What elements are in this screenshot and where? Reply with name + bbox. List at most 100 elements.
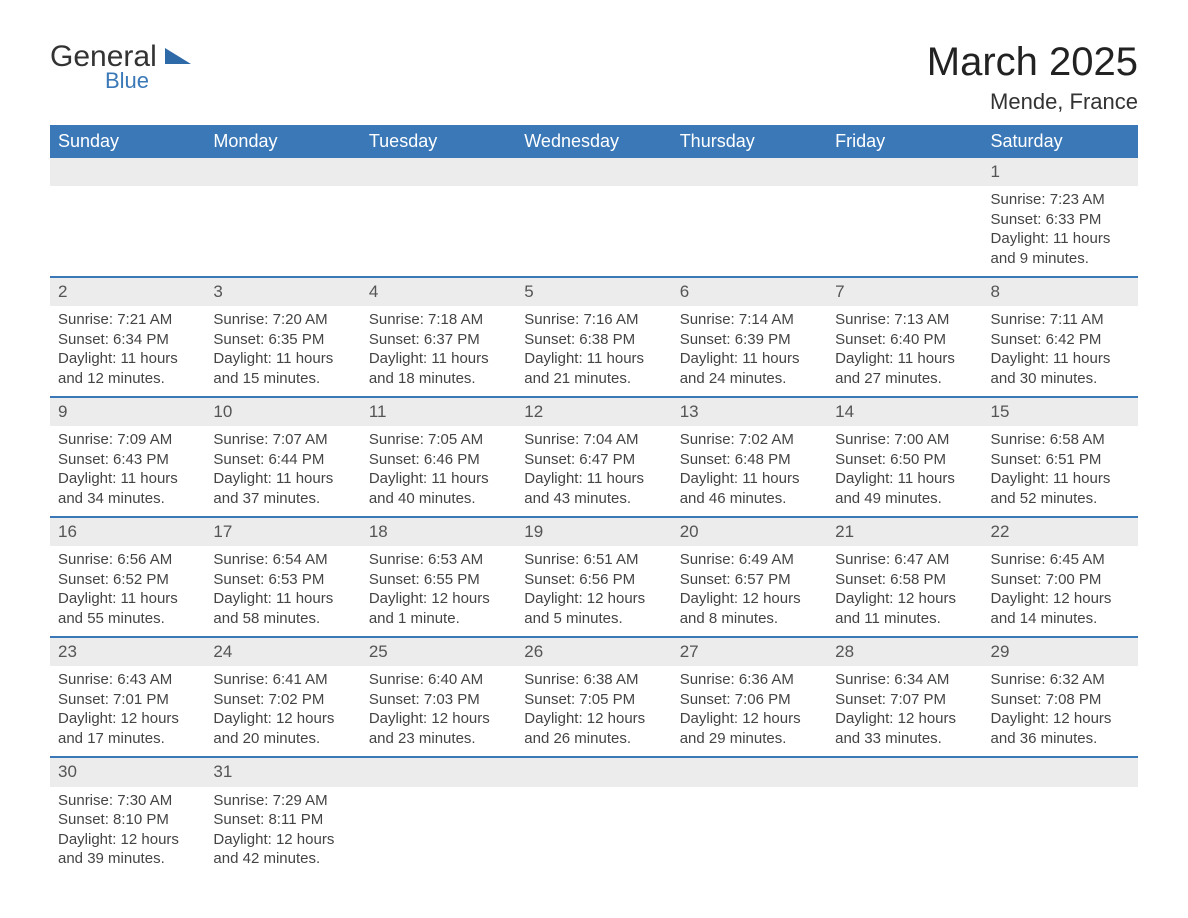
sunset-text: Sunset: 6:42 PM — [991, 330, 1130, 350]
sunrise-text: Sunrise: 6:36 AM — [680, 670, 819, 690]
day-detail-cell: Sunrise: 7:16 AMSunset: 6:38 PMDaylight:… — [516, 306, 671, 397]
day-detail-cell: Sunrise: 7:09 AMSunset: 6:43 PMDaylight:… — [50, 426, 205, 517]
daylight-text: and 24 minutes. — [680, 369, 819, 389]
day-number: 26 — [524, 642, 543, 661]
sunrise-text: Sunrise: 6:53 AM — [369, 550, 508, 570]
day-number: 12 — [524, 402, 543, 421]
day-number: 4 — [369, 282, 378, 301]
day-detail-cell: Sunrise: 6:51 AMSunset: 6:56 PMDaylight:… — [516, 546, 671, 637]
day-number: 8 — [991, 282, 1000, 301]
day-number: 15 — [991, 402, 1010, 421]
day-number-cell: 1 — [983, 158, 1138, 186]
day-number-cell: 4 — [361, 277, 516, 306]
col-thursday: Thursday — [672, 125, 827, 158]
day-detail-cell — [827, 186, 982, 277]
daylight-text: and 21 minutes. — [524, 369, 663, 389]
col-sunday: Sunday — [50, 125, 205, 158]
daylight-text: Daylight: 12 hours — [524, 589, 663, 609]
daylight-text: and 8 minutes. — [680, 609, 819, 629]
sunrise-text: Sunrise: 7:20 AM — [213, 310, 352, 330]
week-daynum-row: 2345678 — [50, 277, 1138, 306]
day-number: 21 — [835, 522, 854, 541]
sunset-text: Sunset: 6:40 PM — [835, 330, 974, 350]
sunset-text: Sunset: 6:48 PM — [680, 450, 819, 470]
page-title: March 2025 — [927, 40, 1138, 85]
daylight-text: Daylight: 12 hours — [991, 709, 1130, 729]
daylight-text: Daylight: 12 hours — [680, 589, 819, 609]
day-detail-cell: Sunrise: 7:20 AMSunset: 6:35 PMDaylight:… — [205, 306, 360, 397]
daylight-text: and 49 minutes. — [835, 489, 974, 509]
daylight-text: and 46 minutes. — [680, 489, 819, 509]
sunrise-text: Sunrise: 7:13 AM — [835, 310, 974, 330]
sunset-text: Sunset: 7:02 PM — [213, 690, 352, 710]
daylight-text: and 33 minutes. — [835, 729, 974, 749]
day-detail-cell: Sunrise: 6:38 AMSunset: 7:05 PMDaylight:… — [516, 666, 671, 757]
day-number-cell: 16 — [50, 517, 205, 546]
day-number-cell: 24 — [205, 637, 360, 666]
daylight-text: Daylight: 11 hours — [213, 349, 352, 369]
week-detail-row: Sunrise: 7:30 AMSunset: 8:10 PMDaylight:… — [50, 787, 1138, 877]
sunrise-text: Sunrise: 7:14 AM — [680, 310, 819, 330]
day-number: 13 — [680, 402, 699, 421]
sunrise-text: Sunrise: 7:11 AM — [991, 310, 1130, 330]
daylight-text: and 55 minutes. — [58, 609, 197, 629]
day-number-cell: 3 — [205, 277, 360, 306]
daylight-text: Daylight: 12 hours — [213, 709, 352, 729]
day-number-cell: 18 — [361, 517, 516, 546]
day-number: 14 — [835, 402, 854, 421]
day-number-cell — [827, 158, 982, 186]
day-detail-cell: Sunrise: 6:45 AMSunset: 7:00 PMDaylight:… — [983, 546, 1138, 637]
daylight-text: Daylight: 11 hours — [213, 469, 352, 489]
daylight-text: Daylight: 11 hours — [213, 589, 352, 609]
sunset-text: Sunset: 6:44 PM — [213, 450, 352, 470]
sunrise-text: Sunrise: 7:16 AM — [524, 310, 663, 330]
daylight-text: Daylight: 11 hours — [680, 349, 819, 369]
daylight-text: Daylight: 11 hours — [680, 469, 819, 489]
sunrise-text: Sunrise: 6:54 AM — [213, 550, 352, 570]
day-number-cell — [205, 158, 360, 186]
daylight-text: and 5 minutes. — [524, 609, 663, 629]
daylight-text: and 17 minutes. — [58, 729, 197, 749]
daylight-text: and 20 minutes. — [213, 729, 352, 749]
day-number-cell — [672, 158, 827, 186]
sunset-text: Sunset: 6:37 PM — [369, 330, 508, 350]
day-number-cell: 12 — [516, 397, 671, 426]
sunrise-text: Sunrise: 6:58 AM — [991, 430, 1130, 450]
daylight-text: and 42 minutes. — [213, 849, 352, 869]
daylight-text: and 43 minutes. — [524, 489, 663, 509]
sunset-text: Sunset: 6:56 PM — [524, 570, 663, 590]
daylight-text: and 26 minutes. — [524, 729, 663, 749]
day-detail-cell: Sunrise: 7:23 AMSunset: 6:33 PMDaylight:… — [983, 186, 1138, 277]
day-number: 31 — [213, 762, 232, 781]
day-number: 3 — [213, 282, 222, 301]
sunset-text: Sunset: 6:33 PM — [991, 210, 1130, 230]
day-number-cell: 2 — [50, 277, 205, 306]
day-detail-cell: Sunrise: 6:53 AMSunset: 6:55 PMDaylight:… — [361, 546, 516, 637]
sunrise-text: Sunrise: 6:40 AM — [369, 670, 508, 690]
day-detail-cell: Sunrise: 7:18 AMSunset: 6:37 PMDaylight:… — [361, 306, 516, 397]
daylight-text: Daylight: 12 hours — [835, 589, 974, 609]
sunset-text: Sunset: 6:34 PM — [58, 330, 197, 350]
daylight-text: and 40 minutes. — [369, 489, 508, 509]
sunrise-text: Sunrise: 7:09 AM — [58, 430, 197, 450]
day-detail-cell — [205, 186, 360, 277]
day-detail-cell: Sunrise: 7:29 AMSunset: 8:11 PMDaylight:… — [205, 787, 360, 877]
week-detail-row: Sunrise: 7:21 AMSunset: 6:34 PMDaylight:… — [50, 306, 1138, 397]
day-number: 29 — [991, 642, 1010, 661]
daylight-text: and 30 minutes. — [991, 369, 1130, 389]
day-detail-cell: Sunrise: 6:36 AMSunset: 7:06 PMDaylight:… — [672, 666, 827, 757]
week-daynum-row: 9101112131415 — [50, 397, 1138, 426]
day-number-cell: 25 — [361, 637, 516, 666]
sunrise-text: Sunrise: 6:56 AM — [58, 550, 197, 570]
daylight-text: and 9 minutes. — [991, 249, 1130, 269]
day-detail-cell — [50, 186, 205, 277]
day-number: 20 — [680, 522, 699, 541]
day-detail-cell — [827, 787, 982, 877]
location-label: Mende, France — [927, 89, 1138, 115]
sunset-text: Sunset: 6:39 PM — [680, 330, 819, 350]
week-detail-row: Sunrise: 6:43 AMSunset: 7:01 PMDaylight:… — [50, 666, 1138, 757]
sunset-text: Sunset: 7:00 PM — [991, 570, 1130, 590]
sunset-text: Sunset: 6:53 PM — [213, 570, 352, 590]
sunrise-text: Sunrise: 7:29 AM — [213, 791, 352, 811]
sunset-text: Sunset: 6:57 PM — [680, 570, 819, 590]
